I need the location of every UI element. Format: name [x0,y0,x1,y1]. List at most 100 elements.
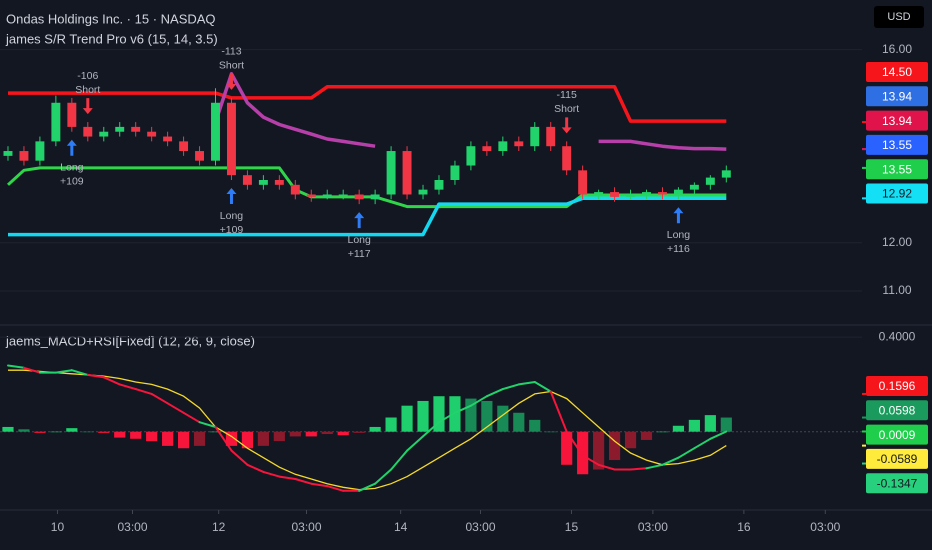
y-tick-label: 0.4000 [879,329,916,343]
candle-body [226,102,236,176]
candle-body [657,192,667,195]
macd-line-segment [166,402,185,414]
macd-line-segment [517,381,536,386]
histogram-bar [593,431,605,470]
candle-body [147,131,157,137]
histogram-bar [305,431,317,437]
candle-body [562,146,572,171]
macd-line-segment [230,449,249,466]
macd-line-segment [677,447,696,459]
signal-label: +109 [60,176,84,188]
macd-line-segment [406,435,424,452]
price-badge-label: 12.92 [882,187,912,201]
histogram-bar [337,431,349,436]
macd-line-segment [102,376,121,386]
price-badge-label: 0.0598 [879,403,916,417]
chart-title: Ondas Holdings Inc. · 15 · NASDAQ [6,11,216,26]
histogram-bar [688,419,700,432]
histogram-bar [289,431,301,437]
candle-body [578,170,588,195]
candle-body [338,194,348,196]
signal-label: -113 [221,46,241,58]
macd-line-segment [118,383,137,391]
signal-label: +117 [348,248,371,260]
y-tick-label: 12.00 [882,235,912,249]
histogram-bar [433,396,445,432]
histogram-bar [545,431,557,433]
macd-line-segment [22,366,41,374]
signal-arrow [673,207,684,224]
candle-body [466,146,476,166]
signal-arrow [66,139,77,156]
signal-label: Short [554,103,579,115]
histogram-bar [257,431,269,446]
candle-body [642,192,651,195]
x-tick-label: 14 [394,520,408,534]
histogram-bar [577,431,589,475]
histogram-bar [241,431,254,449]
histogram-bar [449,396,461,432]
candle-body [35,141,45,161]
price-badge [866,62,928,82]
price-badge [866,159,928,180]
macd-line-segment [214,426,233,452]
signal-label: Short [75,84,100,96]
x-tick-label: 10 [51,520,65,534]
macd-line-segment [390,449,409,471]
candle-body [242,175,252,185]
candle-body [418,189,428,195]
x-tick-label: 03:00 [291,520,321,534]
histogram-bar [624,431,637,449]
candle-body [610,192,620,197]
macd-line-segment [549,390,568,433]
histogram-bar [273,431,285,442]
price-badge-label: 0.0009 [879,428,916,442]
macd-line-segment [453,404,472,414]
macd-line-segment [581,454,600,466]
price-badge [866,86,928,107]
macd-line-segment [294,478,313,485]
macd-line-segment [150,392,169,405]
candle-body [290,184,300,195]
histogram-bar [146,431,158,442]
macd-line-segment [54,369,73,374]
price-badge [866,376,928,396]
signal-label: +109 [220,224,244,236]
sr-line [213,72,727,151]
macd-line-segment [182,411,201,424]
candle-body [594,192,604,195]
candle-body [370,194,380,200]
candle-body [546,126,556,147]
currency-box[interactable] [874,6,924,28]
candle-body [67,102,77,127]
macd-line-segment [709,430,728,440]
candle-body [115,126,125,132]
histogram-bar [465,398,477,432]
histogram-bar [193,431,206,446]
histogram-bar [608,431,621,461]
candle-body [211,102,220,161]
histogram-bar [672,425,685,432]
sr-line [8,196,727,237]
macd-line-segment [565,430,584,457]
histogram-bar [209,431,222,433]
currency[interactable]: USD [887,11,910,23]
price-badge [866,473,928,494]
signal-arrow [226,73,237,90]
macd-line-segment [693,437,712,450]
histogram-bar [720,417,732,432]
price-badge [866,400,928,421]
macd-line-segment [86,373,105,379]
x-tick-label: 03:00 [638,520,668,534]
indicator-title: james S/R Trend Pro v6 (15, 14, 3.5) [5,31,218,46]
axis-layer: 16.00 12.00 11.00 14.50 13.94 13.94 13.55 13.55… [51,42,928,534]
histogram-bar [98,431,110,433]
macd-line-segment [198,421,217,428]
histogram-bar [2,426,14,432]
candle-body [434,180,444,190]
candle-body [705,177,715,185]
price-badge [866,424,928,445]
macd-line-segment [134,388,153,395]
histogram-bar [130,431,142,439]
x-tick-label: 03:00 [465,520,495,534]
